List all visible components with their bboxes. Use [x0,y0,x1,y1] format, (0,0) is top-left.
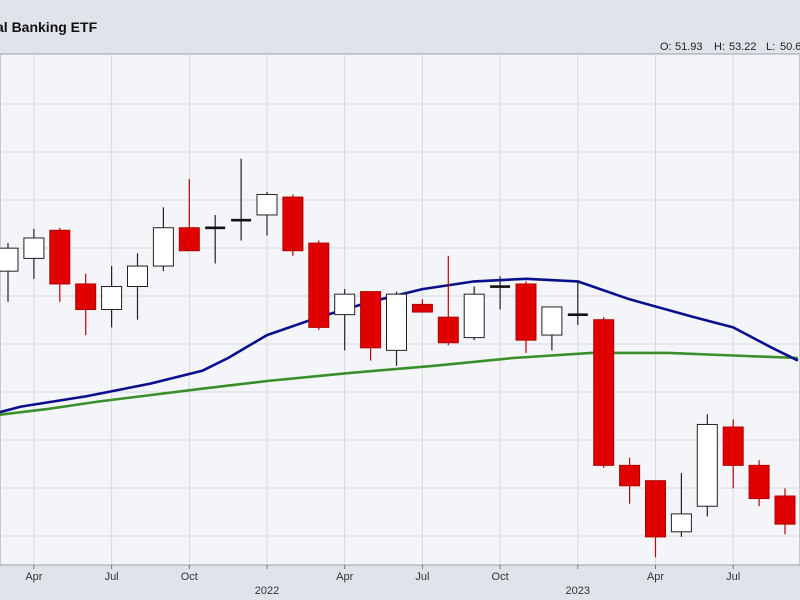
candle [101,266,123,328]
open-value: 51.93 [675,41,703,53]
candle-body [774,495,796,525]
ma-slow-group [0,351,798,416]
candle-body [463,293,485,339]
candle-body [490,285,511,288]
candle-body [152,227,174,267]
candle [231,158,252,241]
candle [282,194,304,256]
candle-body [256,194,278,216]
candle-body [748,464,770,500]
candle [696,414,718,517]
candle [23,228,45,279]
low-value: 50.6 [780,41,800,53]
candle-body [360,291,382,349]
candle-body [386,293,407,351]
candle-body [619,464,641,487]
x-tick-label: Apr [647,571,664,583]
candle-body [411,303,433,313]
open-label: O: [660,41,672,53]
candle-body [567,313,588,317]
candle [178,179,200,252]
x-year-label: 2022 [255,585,279,597]
candle-body [75,283,97,311]
candle [593,317,615,468]
ma-slow-line [0,351,798,416]
candle-body [178,227,200,252]
candle [152,207,174,272]
candle-body [515,283,537,341]
candle-body [722,426,744,466]
candle-body [23,237,45,259]
candle [205,214,226,264]
candle [463,286,485,341]
candle-body [437,316,459,344]
candle [490,276,511,310]
candle-body [334,293,356,316]
ohlc-readout: O: 51.93 H: 53.22 L: 50.6 [660,41,800,53]
candle-body [696,423,718,507]
candle-body [645,480,666,538]
candle [645,480,666,558]
candle-body [593,319,615,466]
x-tick-label: Oct [181,571,198,583]
candle-body [127,265,148,288]
candle-body [282,196,304,252]
x-tick-label: Apr [336,571,353,583]
x-tick-label: Jul [726,571,740,583]
candle [774,488,796,535]
candle [541,306,563,351]
high-label: H: [714,41,725,53]
candle-body [541,306,563,336]
candle [0,243,19,302]
candle [386,291,407,366]
x-axis-band [0,565,800,600]
candle [619,457,641,504]
low-label: L: [766,41,775,53]
candle-body [308,242,330,328]
candle-body [49,229,71,285]
candle-body [205,226,226,230]
x-tick-label: Jul [105,571,119,583]
candle [722,419,744,489]
candle-body [670,513,692,533]
x-axis-ticks: AprJulOct2022AprJulOct2023AprJulOct [25,565,740,597]
candle [308,240,330,330]
candle [670,473,692,537]
candle-body [0,247,19,272]
chart-title: al Banking ETF [0,19,98,35]
candle [748,460,770,507]
x-tick-label: Oct [492,571,509,583]
candle-body [231,218,252,222]
candle [411,299,433,313]
candle [360,291,382,361]
candle [515,281,537,353]
candle [127,253,148,320]
high-value: 53.22 [729,41,757,53]
candle [49,227,71,302]
grid-lines [0,54,800,565]
candle [75,273,97,336]
candle [437,255,459,346]
x-year-label: 2023 [566,585,590,597]
candle [567,281,588,325]
header-bar [0,0,800,54]
candles-group [0,158,796,558]
candle [334,289,356,351]
candle [256,191,278,236]
candle-body [101,286,123,311]
x-tick-label: Apr [25,571,42,583]
x-tick-label: Jul [415,571,429,583]
